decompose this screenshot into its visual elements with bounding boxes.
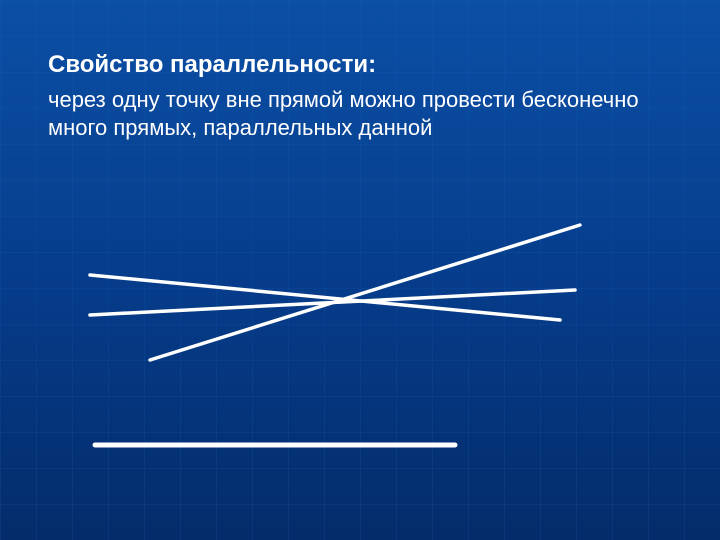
diagram (0, 0, 720, 540)
diagram-line-0 (90, 275, 560, 320)
slide: Свойство параллельности: через одну точк… (0, 0, 720, 540)
